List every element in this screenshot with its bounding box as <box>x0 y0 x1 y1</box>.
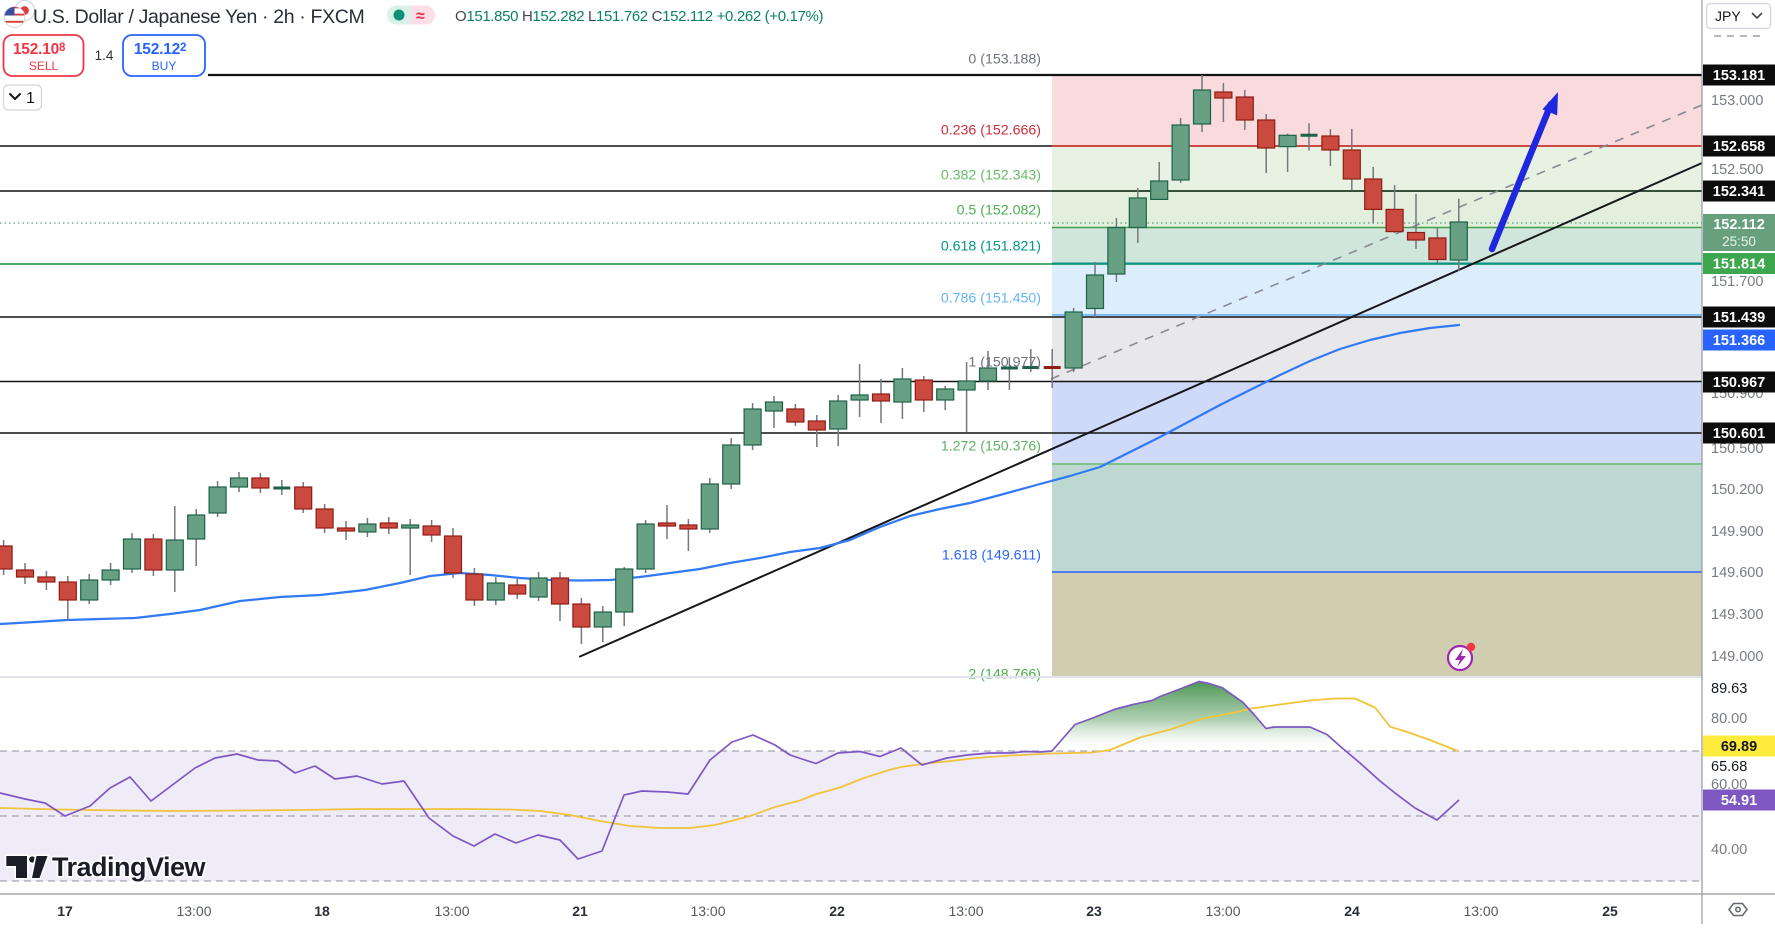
svg-text:1.4: 1.4 <box>95 48 114 63</box>
svg-text:23: 23 <box>1086 903 1102 919</box>
svg-text:21: 21 <box>572 903 588 919</box>
svg-text:150.200: 150.200 <box>1711 482 1763 498</box>
svg-text:17: 17 <box>57 903 73 919</box>
svg-text:22: 22 <box>829 903 845 919</box>
svg-text:8: 8 <box>59 42 66 54</box>
svg-text:151.814: 151.814 <box>1713 257 1765 273</box>
svg-text:0.618 (151.821): 0.618 (151.821) <box>941 239 1041 255</box>
svg-text:13:00: 13:00 <box>1205 903 1240 919</box>
svg-text:13:00: 13:00 <box>176 903 211 919</box>
svg-text:153.000: 153.000 <box>1711 93 1763 109</box>
svg-text:60.00: 60.00 <box>1711 777 1747 793</box>
svg-text:152.10: 152.10 <box>13 41 59 58</box>
svg-text:153.181: 153.181 <box>1713 68 1765 84</box>
svg-text:150.601: 150.601 <box>1713 426 1765 442</box>
svg-text:BUY: BUY <box>152 59 177 73</box>
svg-text:151.700: 151.700 <box>1711 274 1763 290</box>
svg-text:25: 25 <box>1602 903 1618 919</box>
svg-text:13:00: 13:00 <box>948 903 983 919</box>
svg-text:54.91: 54.91 <box>1721 793 1757 809</box>
svg-text:150.500: 150.500 <box>1711 441 1763 457</box>
svg-text:24: 24 <box>1344 903 1360 919</box>
svg-text:TradingView: TradingView <box>52 852 207 882</box>
svg-text:149.300: 149.300 <box>1711 607 1763 623</box>
svg-text:152.341: 152.341 <box>1713 184 1765 200</box>
svg-text:40.00: 40.00 <box>1711 842 1747 858</box>
svg-text:0.786 (151.450): 0.786 (151.450) <box>941 291 1041 307</box>
svg-text:13:00: 13:00 <box>434 903 469 919</box>
svg-text:25:50: 25:50 <box>1722 234 1756 249</box>
svg-text:13:00: 13:00 <box>690 903 725 919</box>
svg-text:89.63: 89.63 <box>1711 681 1747 697</box>
svg-text:151.366: 151.366 <box>1713 333 1765 349</box>
svg-text:0.236 (152.666): 0.236 (152.666) <box>941 123 1041 139</box>
svg-text:13:00: 13:00 <box>1463 903 1498 919</box>
svg-text:149.900: 149.900 <box>1711 524 1763 540</box>
svg-text:1.272 (150.376): 1.272 (150.376) <box>941 439 1041 455</box>
svg-text:2 (148.766): 2 (148.766) <box>968 667 1041 683</box>
svg-text:65.68: 65.68 <box>1711 759 1747 775</box>
svg-text:U.S. Dollar / Japanese Yen · 2: U.S. Dollar / Japanese Yen · 2h · FXCM <box>33 6 364 28</box>
svg-text:O151.850 H152.282 L151.762 C15: O151.850 H152.282 L151.762 C152.112 +0.2… <box>455 8 823 25</box>
svg-text:149.000: 149.000 <box>1711 649 1763 665</box>
svg-text:152.658: 152.658 <box>1713 139 1765 155</box>
svg-text:1.618 (149.611): 1.618 (149.611) <box>942 548 1041 564</box>
svg-text:18: 18 <box>314 903 330 919</box>
svg-text:69.89: 69.89 <box>1721 739 1757 755</box>
svg-text:0 (153.188): 0 (153.188) <box>968 52 1041 68</box>
svg-text:JPY: JPY <box>1715 8 1741 24</box>
svg-text:2: 2 <box>180 42 186 54</box>
svg-text:149.600: 149.600 <box>1711 565 1763 581</box>
svg-text:1 (150.977): 1 (150.977) <box>968 355 1041 371</box>
svg-text:≈: ≈ <box>416 8 425 25</box>
svg-text:1: 1 <box>26 90 35 107</box>
svg-text:152.12: 152.12 <box>134 41 180 58</box>
svg-text:80.00: 80.00 <box>1711 711 1747 727</box>
svg-text:150.967: 150.967 <box>1713 375 1765 391</box>
svg-text:151.439: 151.439 <box>1713 310 1765 326</box>
svg-text:SELL: SELL <box>29 59 59 73</box>
svg-text:152.500: 152.500 <box>1711 162 1763 178</box>
svg-text:152.112: 152.112 <box>1713 217 1765 233</box>
svg-text:0.5 (152.082): 0.5 (152.082) <box>957 203 1041 219</box>
svg-text:0.382 (152.343): 0.382 (152.343) <box>941 168 1041 184</box>
